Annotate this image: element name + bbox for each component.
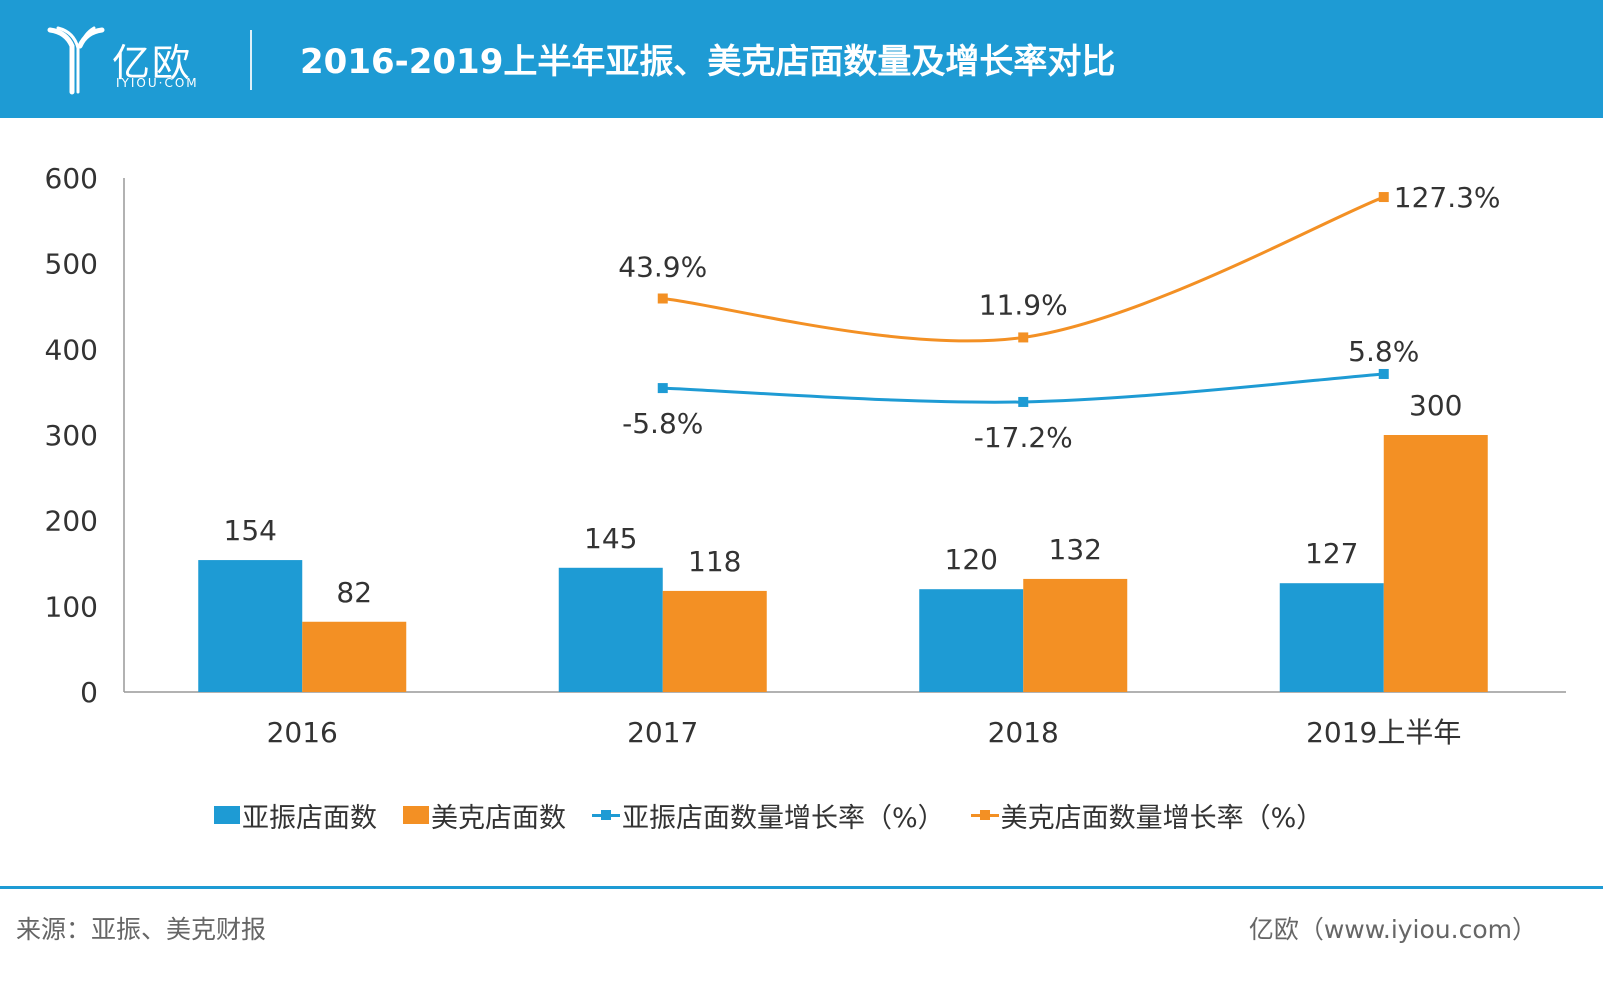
legend-item-meike-growth: 美克店面数量增长率（%） bbox=[970, 796, 1324, 835]
source-note: 来源：亚振、美克财报 bbox=[16, 915, 267, 944]
legend-swatch-blue bbox=[214, 806, 240, 824]
logo-text: 亿欧 bbox=[112, 41, 193, 85]
bar bbox=[1383, 435, 1488, 692]
bar-value-label: 127 bbox=[1305, 537, 1358, 570]
bar bbox=[198, 560, 303, 692]
site-credit: 亿欧（www.iyiou.com） bbox=[1248, 915, 1537, 944]
bar-value-label: 132 bbox=[1049, 533, 1102, 566]
line-marker bbox=[1018, 332, 1029, 343]
line-value-label: -5.8% bbox=[622, 407, 703, 440]
bar bbox=[302, 621, 407, 692]
y-tick-label: 600 bbox=[45, 162, 98, 195]
bar-line-chart: 0 100 200 300 400 500 600 2016 2017 2018 2019上半年 15… bbox=[45, 162, 1566, 749]
bar-value-label: 145 bbox=[584, 522, 637, 555]
y-tick-label: 200 bbox=[45, 505, 98, 538]
y-tick-label: 400 bbox=[45, 333, 98, 366]
line-marker bbox=[657, 383, 668, 394]
line-value-label: -17.2% bbox=[974, 421, 1073, 454]
x-tick-label: 2019上半年 bbox=[1306, 716, 1461, 749]
bar-value-label: 154 bbox=[224, 514, 277, 547]
header-banner: 亿欧 IYIOU·COM 2016-2019上半年亚振、美克店面数量及增长率对比 bbox=[0, 0, 1603, 118]
footer-divider bbox=[0, 886, 1603, 889]
legend-label: 美克店面数 bbox=[431, 802, 566, 834]
y-tick-label: 500 bbox=[45, 248, 98, 281]
y-tick-label: 0 bbox=[80, 676, 98, 709]
legend-line-blue bbox=[592, 806, 620, 824]
y-tick-label: 300 bbox=[45, 419, 98, 452]
legend-swatch-orange bbox=[403, 806, 429, 824]
legend-item-meike-stores: 美克店面数 bbox=[403, 796, 566, 835]
legend-label: 亚振店面数量增长率（%） bbox=[622, 802, 945, 834]
y-tick-label: 100 bbox=[45, 590, 98, 623]
chart-title: 2016-2019上半年亚振、美克店面数量及增长率对比 bbox=[300, 42, 1116, 82]
legend-item-yazhen-growth: 亚振店面数量增长率（%） bbox=[592, 796, 945, 835]
legend-line-orange bbox=[970, 806, 999, 824]
line-marker bbox=[1018, 396, 1029, 407]
bar bbox=[1023, 578, 1128, 692]
legend-label: 亚振店面数 bbox=[242, 802, 377, 834]
header-divider bbox=[250, 30, 252, 90]
x-tick-label: 2018 bbox=[988, 716, 1059, 749]
chart-legend: 亚振店面数 美克店面数 亚振店面数量增长率（%） 美克店面数量增长率（%） bbox=[214, 796, 1349, 835]
line-value-label: 43.9% bbox=[618, 251, 707, 284]
line-value-label: 127.3% bbox=[1394, 181, 1501, 214]
x-tick-label: 2017 bbox=[627, 716, 698, 749]
line-marker bbox=[657, 293, 668, 304]
legend-item-yazhen-stores: 亚振店面数 bbox=[214, 796, 377, 835]
x-tick-label: 2016 bbox=[267, 716, 338, 749]
bar-value-label: 118 bbox=[688, 545, 741, 578]
bar-value-label: 82 bbox=[336, 576, 372, 609]
bar bbox=[558, 567, 663, 692]
legend-label: 美克店面数量增长率（%） bbox=[1000, 802, 1324, 834]
line-value-label: 11.9% bbox=[979, 288, 1068, 321]
logo-subtext: IYIOU·COM bbox=[116, 76, 199, 90]
line-value-label: 5.8% bbox=[1348, 335, 1419, 368]
iyiou-logo-icon bbox=[47, 26, 105, 95]
bar bbox=[1279, 583, 1384, 692]
bar bbox=[919, 589, 1024, 692]
bar-value-label: 120 bbox=[945, 543, 998, 576]
line-marker bbox=[1378, 192, 1389, 203]
bar bbox=[662, 590, 767, 692]
line-marker bbox=[1378, 368, 1389, 379]
bar-value-label: 300 bbox=[1409, 389, 1462, 422]
